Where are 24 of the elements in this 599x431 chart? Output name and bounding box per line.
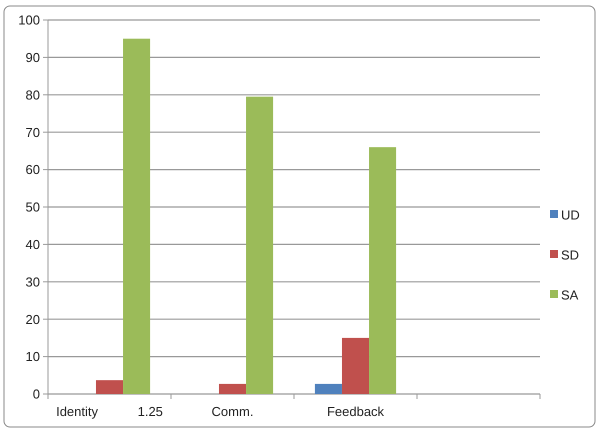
legend-label: UD bbox=[561, 208, 580, 223]
legend-label: SD bbox=[561, 248, 580, 263]
bar bbox=[246, 96, 274, 394]
y-tick-label: 50 bbox=[26, 200, 40, 215]
y-tick-label: 30 bbox=[26, 274, 40, 290]
y-tick-label: 80 bbox=[26, 87, 40, 102]
bar bbox=[123, 38, 150, 394]
y-tick-label: 10 bbox=[26, 349, 40, 364]
y-tick-label: 70 bbox=[26, 124, 40, 140]
y-tick-label: 100 bbox=[18, 12, 40, 28]
bar bbox=[342, 338, 370, 394]
bar bbox=[218, 384, 246, 394]
x-tick-label: Identity 1.25 bbox=[56, 404, 163, 419]
y-tick-label: 60 bbox=[26, 162, 40, 178]
x-tick-label: Comm. bbox=[212, 404, 254, 419]
bar bbox=[96, 380, 124, 394]
x-tick-label: Feedback bbox=[326, 404, 385, 419]
y-tick-label: 20 bbox=[26, 312, 40, 327]
y-tick-label: 40 bbox=[26, 236, 40, 252]
bar bbox=[314, 384, 342, 394]
y-tick-label: 90 bbox=[26, 50, 40, 65]
y-tick-label: 0 bbox=[32, 386, 40, 402]
legend-label: SA bbox=[561, 288, 579, 303]
bar bbox=[369, 147, 396, 394]
